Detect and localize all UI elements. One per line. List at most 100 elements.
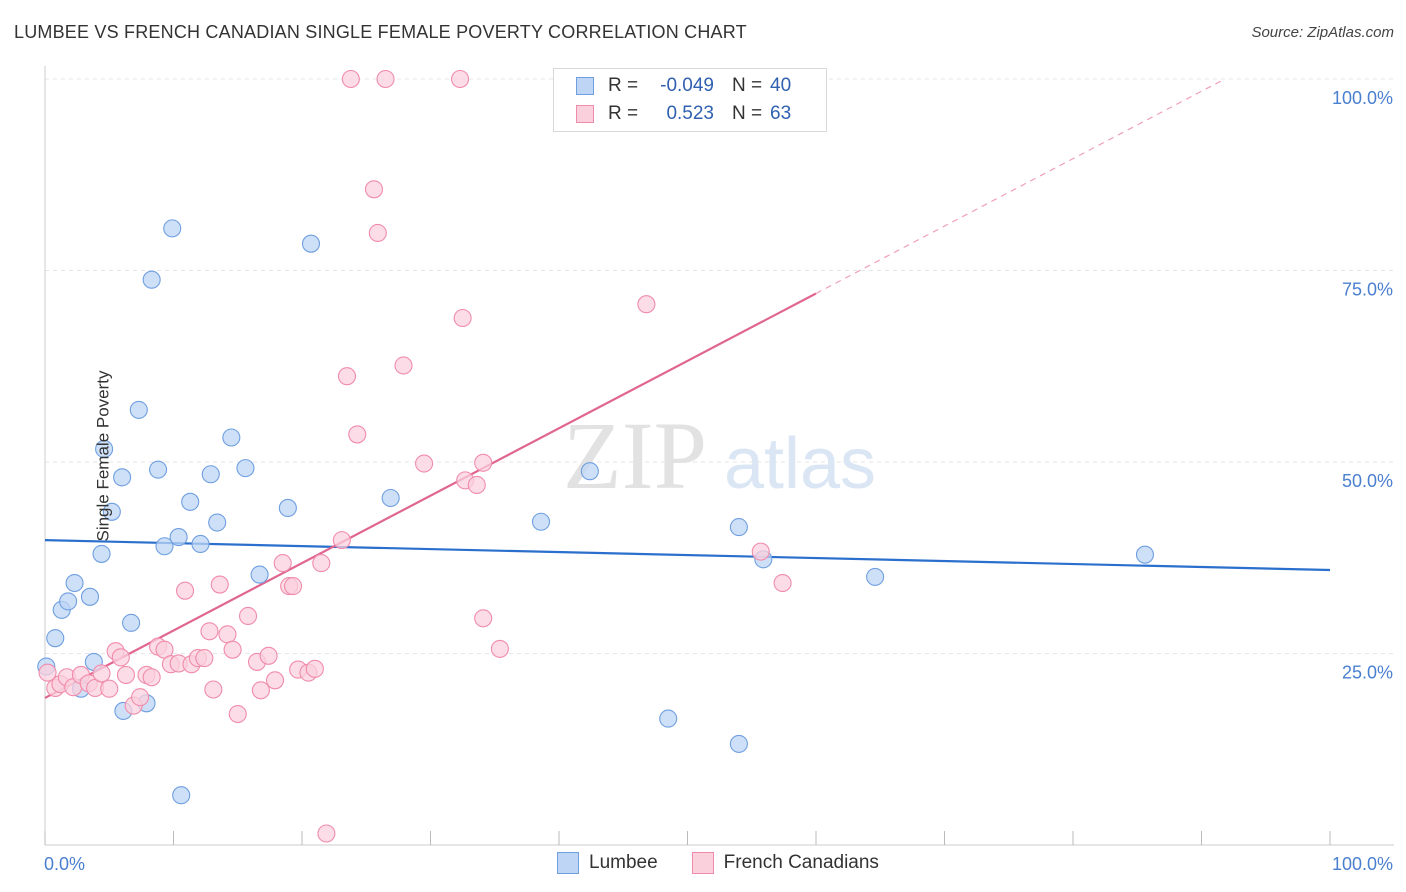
series-label-french-canadians: French Canadians [723, 852, 879, 873]
point-french-canadians [265, 671, 285, 690]
point-lumbee [155, 537, 174, 556]
point-lumbee [80, 587, 100, 606]
point-french-canadians [312, 554, 331, 573]
stats-legend: R = -0.049 N = 40 R = 0.523 N = 63 [553, 68, 827, 132]
series-legend-french-canadians: French Canadians [691, 852, 879, 874]
point-lumbee [122, 613, 141, 632]
point-french-canadians [751, 542, 770, 561]
point-lumbee [729, 518, 748, 537]
legend-r-value: 0.523 [666, 103, 714, 124]
legend-r-value: -0.049 [660, 75, 714, 96]
y-tick-label: 75.0% [1342, 280, 1393, 300]
axes [44, 66, 1394, 846]
point-lumbee [113, 468, 132, 487]
y-tick-label: 100.0% [1332, 88, 1393, 108]
legend-swatch-french-canadians [576, 105, 594, 123]
legend-row-lumbee: R = -0.049 N = 40 [576, 73, 791, 99]
legend-row-french-canadians: R = 0.523 N = 63 [576, 101, 791, 127]
series-swatch-lumbee [557, 852, 579, 874]
point-lumbee [169, 528, 188, 547]
legend-swatch-lumbee [576, 77, 594, 95]
point-lumbee [142, 270, 161, 289]
point-french-canadians [204, 680, 223, 699]
point-french-canadians [223, 640, 242, 659]
point-lumbee [1135, 545, 1155, 564]
series-swatch-french-canadians [691, 852, 714, 874]
point-french-canadians [773, 573, 792, 593]
point-lumbee [222, 428, 241, 447]
point-lumbee [92, 544, 111, 563]
point-french-canadians [251, 681, 270, 700]
point-french-canadians [228, 704, 247, 724]
trend-extension [815, 78, 1226, 295]
point-french-canadians [273, 554, 292, 573]
trend-line-lumbee [44, 539, 1331, 572]
point-french-canadians [317, 824, 336, 843]
point-french-canadians [490, 639, 509, 658]
point-french-canadians [200, 622, 219, 641]
data-points [37, 69, 1155, 843]
point-french-canadians [415, 454, 434, 473]
point-lumbee [95, 439, 114, 459]
point-lumbee [301, 234, 321, 253]
point-french-canadians [100, 679, 119, 698]
point-french-canadians [474, 453, 493, 472]
point-french-canadians [142, 668, 161, 687]
point-lumbee [278, 498, 297, 518]
y-tick-label: 50.0% [1342, 471, 1393, 491]
point-french-canadians [451, 69, 470, 89]
legend-r-label: R = [608, 103, 639, 124]
legend-n-value: 63 [770, 103, 792, 124]
point-french-canadians [348, 425, 367, 444]
point-lumbee [208, 513, 227, 532]
legend-r-label: R = [608, 75, 639, 96]
point-lumbee [102, 502, 121, 521]
point-french-canadians [368, 223, 387, 243]
point-french-canadians [364, 180, 384, 199]
legend-n-value: 40 [770, 75, 792, 96]
point-french-canadians [259, 646, 278, 665]
legend-n-label: N = [732, 103, 763, 124]
point-lumbee [172, 786, 191, 805]
tick-labels: 100.0% 75.0% 50.0% 25.0% 0.0% 100.0% [44, 88, 1393, 874]
y-axis-label: Single Female Poverty [93, 370, 113, 542]
point-lumbee [250, 565, 269, 584]
series-legend: Lumbee French Canadians [557, 852, 913, 874]
x-tick-label: 100.0% [1332, 854, 1393, 874]
point-french-canadians [218, 625, 237, 644]
point-french-canadians [195, 649, 214, 668]
point-lumbee [149, 460, 168, 479]
point-french-canadians [474, 609, 493, 628]
point-lumbee [129, 400, 148, 419]
point-lumbee [729, 734, 748, 753]
point-lumbee [866, 567, 885, 586]
point-french-canadians [305, 659, 324, 678]
legend-n-label: N = [732, 75, 763, 96]
point-lumbee [46, 629, 65, 648]
point-french-canadians [210, 575, 229, 594]
point-french-canadians [467, 475, 486, 495]
point-lumbee [381, 488, 400, 508]
point-french-canadians [238, 606, 258, 626]
point-french-canadians [176, 581, 195, 600]
y-tick-label: 25.0% [1342, 663, 1393, 683]
source-label: Source: ZipAtlas.com [1251, 24, 1394, 41]
series-legend-lumbee: Lumbee [557, 852, 658, 874]
watermark-atlas: atlas [724, 424, 876, 504]
point-french-canadians [131, 688, 150, 707]
trend-line-french-canadians [44, 292, 817, 699]
chart-title: LUMBEE VS FRENCH CANADIAN SINGLE FEMALE … [14, 22, 747, 42]
point-french-canadians [332, 531, 351, 550]
point-lumbee [163, 219, 182, 238]
series-label-lumbee: Lumbee [589, 852, 658, 873]
point-french-canadians [111, 648, 130, 667]
point-french-canadians [337, 367, 357, 386]
point-french-canadians [116, 665, 136, 684]
point-lumbee [181, 492, 200, 511]
point-french-canadians [38, 663, 57, 682]
point-lumbee [531, 512, 551, 531]
point-french-canadians [376, 69, 395, 89]
point-lumbee [191, 534, 210, 554]
point-french-canadians [637, 295, 656, 314]
